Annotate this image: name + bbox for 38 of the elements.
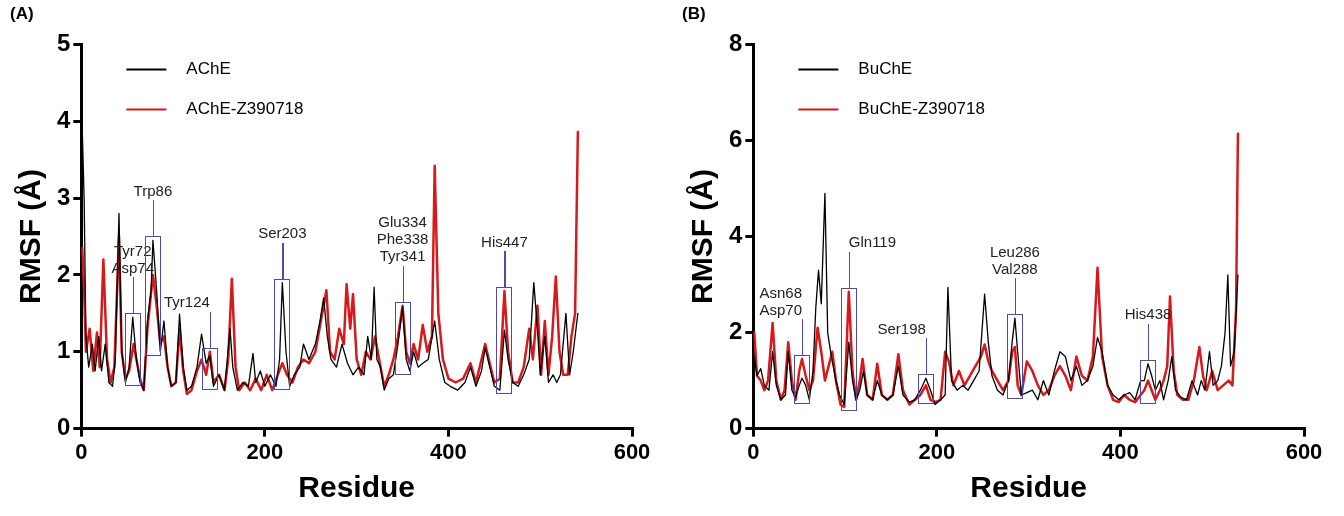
legend-label: AChE	[186, 59, 231, 79]
y-tick-label: 0	[728, 413, 743, 441]
y-tick-label: 4	[728, 221, 743, 249]
x-tick-label: 400	[1102, 438, 1139, 464]
annotation: Trp86	[133, 181, 173, 199]
y-tick-label: 4	[56, 105, 71, 133]
y-tick-label: 1	[56, 336, 71, 364]
annotation: Asn68 Asp70	[759, 283, 802, 318]
y-axis-title: RMSF (Å)	[13, 169, 47, 304]
y-tick-label: 8	[728, 29, 743, 57]
x-tick-label: 0	[747, 438, 760, 464]
x-tick-label: 200	[246, 438, 284, 464]
y-tick-label: 3	[56, 182, 71, 210]
chart-title: (B)	[682, 3, 706, 23]
y-tick-label: 2	[56, 259, 71, 287]
y-tick-label: 6	[728, 125, 743, 153]
y-tick-label: 2	[728, 317, 743, 345]
annotation: Leu286 Val288	[989, 242, 1040, 277]
legend-label: BuChE-Z390718	[858, 99, 985, 119]
annotation: Ser203	[258, 224, 307, 242]
x-axis-title: Residue	[298, 470, 416, 504]
x-tick-label: 200	[918, 438, 956, 464]
y-tick-label: 0	[56, 413, 71, 441]
annotation: Tyr124	[163, 293, 210, 311]
x-tick-label: 400	[430, 438, 467, 464]
x-tick-label: 600	[613, 438, 651, 464]
annotation: Glu334 Phe338 Tyr341	[376, 213, 429, 265]
annotation: Ser198	[877, 319, 926, 337]
x-tick-label: 0	[75, 438, 88, 464]
y-axis-title: RMSF (Å)	[685, 169, 719, 304]
x-axis-title: Residue	[970, 470, 1088, 504]
chart-title: (A)	[10, 3, 34, 23]
legend-label: AChE-Z390718	[186, 99, 304, 119]
y-tick-label: 5	[56, 29, 71, 57]
annotation: His447	[481, 232, 528, 250]
legend-label: BuChE	[858, 59, 913, 79]
x-tick-label: 600	[1285, 438, 1323, 464]
annotation: Gln119	[848, 233, 897, 251]
